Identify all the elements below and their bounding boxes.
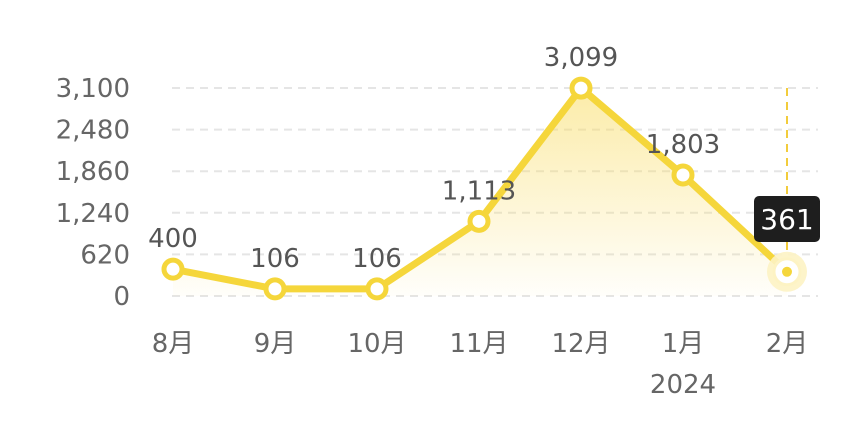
- x-tick-label: 9月: [254, 329, 297, 359]
- y-axis: 0 620 1,240 1,860 2,480 3,100: [56, 74, 130, 312]
- data-point[interactable]: [263, 277, 287, 301]
- data-point[interactable]: [161, 257, 185, 281]
- data-points[interactable]: [161, 76, 807, 301]
- y-tick-label: 1,860: [56, 157, 130, 187]
- y-tick-label: 620: [80, 240, 130, 270]
- y-tick-label: 2,480: [56, 116, 130, 146]
- data-label: 106: [352, 244, 402, 274]
- area-fill: [173, 88, 787, 296]
- x-tick-label: 12月: [551, 329, 610, 359]
- data-label: 400: [148, 224, 198, 254]
- x-axis: 8月 9月 10月 11月 12月 1月 2月 2024: [152, 329, 809, 400]
- x-tick-label: 8月: [152, 329, 195, 359]
- tooltip-box: [754, 196, 820, 242]
- year-label: 2024: [650, 370, 716, 400]
- highlight-dot: [782, 266, 792, 277]
- data-label: 106: [250, 244, 300, 274]
- data-point[interactable]: [671, 163, 695, 187]
- data-label: 1,113: [442, 176, 516, 206]
- x-tick-label: 1月: [662, 329, 705, 359]
- data-point[interactable]: [467, 209, 491, 233]
- y-tick-label: 3,100: [56, 74, 130, 104]
- x-tick-label: 11月: [449, 329, 508, 359]
- y-tick-label: 1,240: [56, 199, 130, 229]
- data-point[interactable]: [569, 76, 593, 100]
- data-labels: 400 106 106 1,113 3,099 1,803: [148, 43, 720, 274]
- tooltip-value: 361: [760, 203, 813, 236]
- data-label: 3,099: [544, 43, 618, 73]
- x-tick-label: 10月: [347, 329, 406, 359]
- tooltip: 361: [754, 196, 820, 242]
- x-tick-label: 2月: [766, 329, 809, 359]
- data-point[interactable]: [365, 277, 389, 301]
- y-tick-label: 0: [113, 282, 130, 312]
- data-label: 1,803: [646, 130, 720, 160]
- area-shape: [173, 88, 787, 296]
